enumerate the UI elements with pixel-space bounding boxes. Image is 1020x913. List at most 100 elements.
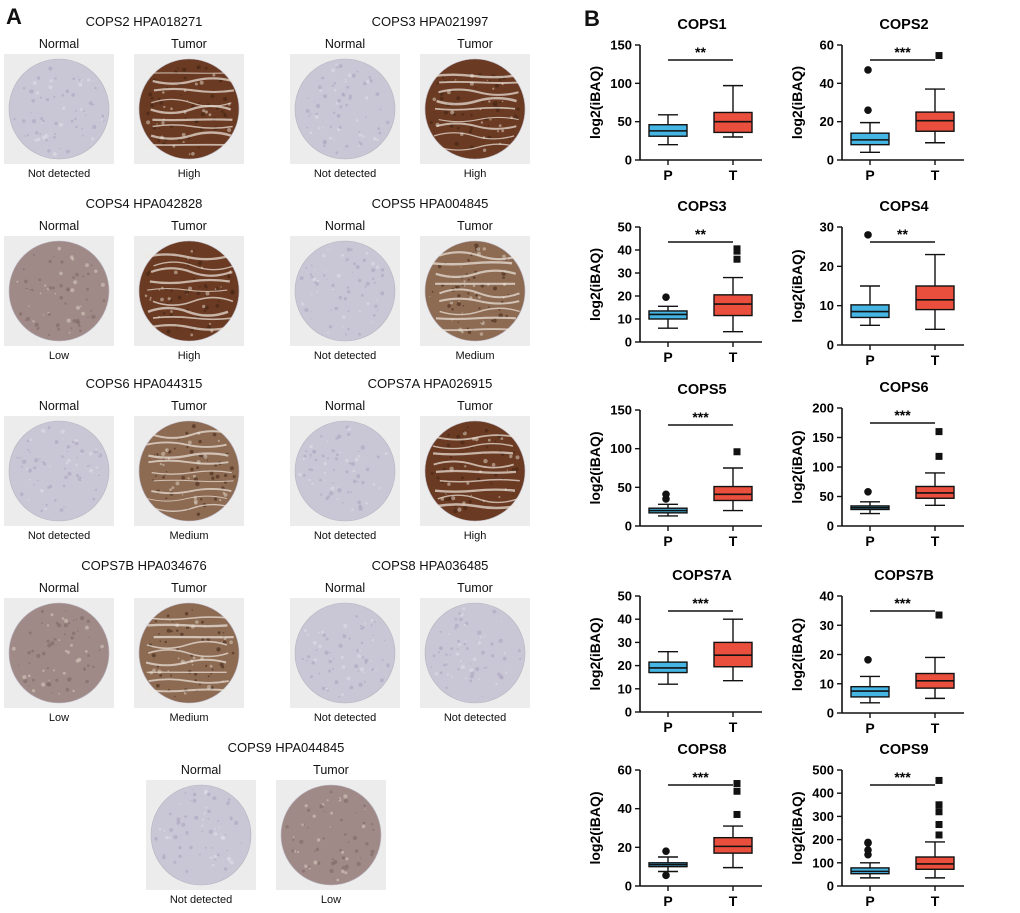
significance-stars: ** [897,226,908,242]
significance-stars: *** [692,409,709,425]
significance-stars: *** [894,407,911,423]
x-tick-label: T [931,167,940,183]
y-tick-label: 0 [827,879,834,894]
tumor-label: Tumor [171,581,207,595]
iqr-box [850,132,890,146]
x-tick-label: T [729,533,738,549]
box-P [648,650,688,685]
boxplot-cops9: COPS9 0 100 200 300 400 500 log2(iBAQ) P T *** [789,742,964,909]
box-T [915,428,955,507]
box-T [915,611,955,700]
y-tick-label: 20 [618,840,632,855]
box-T [713,245,753,333]
chart-title: COPS7B [874,568,934,584]
tumor-tissue-image [420,54,530,164]
tumor-staining-level: Medium [169,530,209,542]
outlier-point [935,821,943,829]
ihc-antibody-title: COPS9 HPA044845 [227,740,345,755]
significance-stars: *** [692,595,709,611]
normal-label: Normal [38,399,80,413]
tissue-core [150,784,252,886]
tissue-core [8,58,110,160]
x-tick-label: T [729,893,738,909]
outlier-point [733,810,741,818]
x-tick-label: P [865,533,874,549]
tumor-staining-level: Medium [169,712,209,724]
tumor-staining-level: High [463,168,487,180]
normal-tissue-image [146,780,256,890]
normal-label: Normal [324,219,366,233]
y-tick-label: 30 [618,266,632,281]
y-tick-label: 0 [625,705,632,720]
boxplot-cops6: COPS6 0 50 100 150 200 log2(iBAQ) P T *** [789,380,964,549]
normal-label: Normal [38,219,80,233]
y-tick-label: 20 [618,658,632,673]
tumor-tissue-image [420,416,530,526]
ihc-antibody-title: COPS3 HPA021997 [371,14,489,29]
ihc-antibody-title: COPS6 HPA044315 [85,376,203,391]
y-tick-label: 150 [610,38,632,53]
y-tick-label: 40 [618,801,632,816]
significance-stars: ** [695,226,706,242]
y-tick-label: 20 [618,289,632,304]
outlier-point [733,255,741,263]
normal-label: Normal [180,763,222,777]
box-T [713,84,753,138]
tissue-core [424,602,526,704]
y-tick-label: 300 [812,809,834,824]
y-tick-label: 400 [812,786,834,801]
x-tick-label: P [663,533,672,549]
chart-title: COPS6 [879,380,928,396]
boxplot-cops7b: COPS7B 0 10 20 30 40 log2(iBAQ) P T *** [789,568,964,736]
box-T [915,253,955,330]
ihc-antibody-title: COPS8 HPA036485 [371,558,489,573]
outlier-point [864,487,872,496]
ihc-antibody-title: COPS7B HPA034676 [81,558,207,573]
y-tick-label: 40 [820,76,834,91]
panel-a-label: A [6,4,22,29]
y-tick-label: 0 [827,153,834,168]
y-tick-label: 20 [820,114,834,129]
y-tick-label: 40 [820,589,834,604]
outlier-point [733,780,741,788]
y-tick-label: 500 [812,763,834,778]
significance-stars: *** [894,44,911,60]
y-tick-label: 0 [625,153,632,168]
tissue-core [294,240,396,342]
y-tick-label: 100 [610,76,632,91]
y-tick-label: 30 [820,220,834,235]
y-tick-label: 60 [618,763,632,778]
box-T [915,52,955,144]
tumor-tissue-image [134,236,244,346]
ihc-antibody-title: COPS2 HPA018271 [85,14,203,29]
y-tick-label: 100 [812,460,834,475]
tumor-label: Tumor [171,399,207,413]
tissue-core [8,240,110,342]
y-tick-label: 100 [812,855,834,870]
y-tick-label: 30 [820,618,834,633]
panel-b-label: B [584,6,600,31]
y-axis-label: log2(iBAQ) [789,430,805,503]
y-tick-label: 10 [618,312,632,327]
outlier-point [864,655,872,664]
box-P [648,490,688,517]
x-tick-label: P [865,893,874,909]
y-tick-label: 150 [610,403,632,418]
x-tick-label: P [865,720,874,736]
normal-staining-level: Not detected [27,168,91,180]
y-axis-label: log2(iBAQ) [789,66,805,139]
normal-tissue-image [4,236,114,346]
tumor-label: Tumor [457,219,493,233]
iqr-box [915,111,955,132]
y-tick-label: 60 [820,38,834,53]
boxplot-cops3: COPS3 0 10 20 30 40 50 log2(iBAQ) P T ** [587,199,762,365]
box-P [850,231,890,327]
outlier-point [662,871,670,880]
y-tick-label: 20 [820,647,834,662]
boxplot-cops7a: COPS7A 0 10 20 30 40 50 log2(iBAQ) P T *** [587,568,762,735]
iqr-box [915,285,955,311]
y-axis-label: log2(iBAQ) [587,248,603,321]
outlier-point [864,231,872,239]
box-P [850,838,890,879]
